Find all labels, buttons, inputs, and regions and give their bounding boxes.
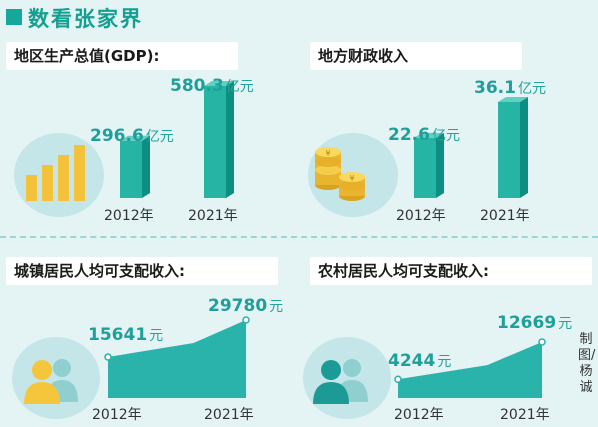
bar-top-1-0 xyxy=(414,132,444,138)
urban-value-2021: 29780 元 xyxy=(208,296,284,316)
gdp-year-2012: 2012年 xyxy=(104,208,154,224)
urban-year-2012: 2012年 xyxy=(92,407,142,423)
point-2-1 xyxy=(242,316,250,324)
bar-0-1 xyxy=(204,86,226,198)
people-icon-urban xyxy=(24,359,78,404)
rural-value-2021: 12669 元 xyxy=(497,313,573,333)
gdp-value-2012: 296.6 亿元 xyxy=(90,126,174,146)
svg-text:¥: ¥ xyxy=(349,174,354,183)
point-3-1 xyxy=(538,338,546,346)
urban-heading: 城镇居民人均可支配收入: xyxy=(6,257,278,285)
coins-icon: ¥ ¥ xyxy=(315,147,365,201)
header: 数看张家界 xyxy=(0,0,598,34)
bar-side-1-1 xyxy=(520,97,528,198)
rural-year-2012: 2012年 xyxy=(394,407,444,423)
rural-value-2012: 4244 元 xyxy=(388,351,452,371)
fiscal-year-2021: 2021年 xyxy=(480,208,530,224)
fiscal-value-2012: 22.6 亿元 xyxy=(388,125,460,145)
gdp-year-2021: 2021年 xyxy=(188,208,238,224)
bar-side-0-0 xyxy=(142,135,150,198)
urban-icon-circle xyxy=(12,337,100,419)
bar-top-1-1 xyxy=(498,97,528,102)
rural-year-2021: 2021年 xyxy=(500,407,550,423)
bar-chart-icon xyxy=(26,145,85,201)
bar-side-0-1 xyxy=(226,81,234,198)
svg-text:¥: ¥ xyxy=(325,149,330,158)
rural-heading: 农村居民人均可支配收入: xyxy=(310,257,592,285)
urban-year-2021: 2021年 xyxy=(204,407,254,423)
divider xyxy=(0,236,598,238)
people-icon-rural xyxy=(313,359,368,404)
area-3 xyxy=(398,342,542,398)
bar-1-1 xyxy=(498,102,520,198)
point-2-0 xyxy=(104,353,112,361)
area-2 xyxy=(108,320,246,398)
bar-side-1-0 xyxy=(436,132,444,198)
point-3-0 xyxy=(394,375,402,383)
credit-text: 制图/杨诚 xyxy=(578,332,596,395)
bar-top-0-0 xyxy=(120,135,150,141)
fiscal-value-2021: 36.1 亿元 xyxy=(474,78,546,98)
rural-icon-circle xyxy=(303,337,391,419)
bar-top-0-1 xyxy=(204,81,234,86)
fiscal-heading: 地方财政收入 xyxy=(310,42,522,70)
gdp-value-2021: 580.3 亿元 xyxy=(170,76,254,96)
title-square-icon xyxy=(6,9,22,25)
gdp-heading: 地区生产总值(GDP): xyxy=(6,42,238,70)
page-title: 数看张家界 xyxy=(28,7,143,31)
bar-0-0 xyxy=(120,140,142,198)
bar-1-0 xyxy=(414,137,436,198)
urban-value-2012: 15641 元 xyxy=(88,325,164,345)
fiscal-year-2012: 2012年 xyxy=(396,208,446,224)
